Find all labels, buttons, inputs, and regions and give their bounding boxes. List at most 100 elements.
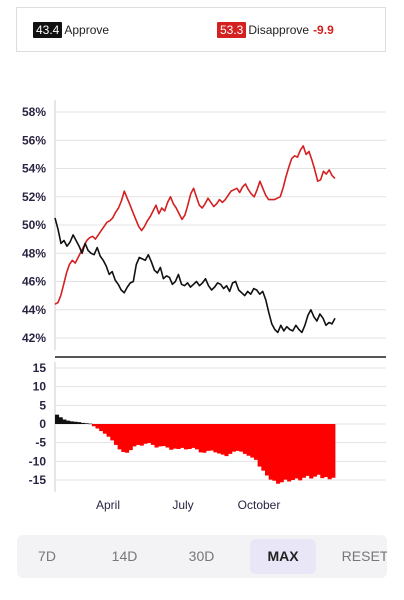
net-bar [276, 424, 281, 484]
net-bar [235, 424, 240, 451]
net-bar [206, 424, 211, 451]
series-line-disapprove [54, 145, 336, 305]
net-bar [195, 424, 200, 450]
y-tick-label: 54% [22, 162, 46, 176]
net-bar [136, 424, 141, 445]
net-bar [69, 421, 74, 424]
net-bar [312, 424, 317, 477]
net-bar [191, 424, 196, 448]
x-tick-label: October [238, 498, 281, 512]
net-bar [66, 420, 71, 424]
disapprove-label: Disapprove [248, 23, 310, 37]
net-bar [265, 424, 270, 476]
net-bar [99, 424, 104, 432]
y-tick-label-lower: -10 [29, 454, 47, 468]
net-bar [77, 422, 82, 424]
y-tick-label-lower: 5 [39, 398, 46, 412]
net-bar [113, 424, 119, 445]
net-bar [147, 424, 152, 444]
y-tick-label: 46% [22, 275, 46, 289]
y-tick-label-lower: 10 [33, 380, 47, 394]
net-bar [132, 424, 137, 447]
net-bar [239, 424, 244, 452]
series-line-approve [54, 217, 336, 334]
net-bar [187, 424, 192, 450]
net-bar [301, 424, 306, 478]
disapprove-value-badge: 53.3 [217, 22, 247, 38]
range-button-reset[interactable]: RESET [341, 548, 387, 564]
approve-label: Approve [64, 23, 110, 37]
net-bar [283, 424, 288, 480]
net-bar [217, 424, 222, 454]
net-bar [316, 424, 321, 475]
net-bar [198, 424, 203, 453]
net-bar [202, 424, 207, 453]
net-bar [139, 424, 144, 446]
net-bar [106, 424, 111, 437]
net-bar [242, 424, 247, 454]
y-tick-label: 58% [22, 105, 46, 119]
y-tick-label-lower: -15 [29, 473, 47, 487]
net-bar [88, 423, 93, 425]
y-tick-label: 42% [22, 331, 46, 345]
net-bar [309, 424, 314, 479]
net-bar [331, 424, 336, 478]
range-button-14d[interactable]: 14D [111, 548, 138, 564]
net-bar [128, 424, 133, 451]
net-bar [261, 424, 266, 471]
net-bar [158, 424, 163, 447]
y-tick-label: 56% [22, 133, 46, 147]
range-button-30d[interactable]: 30D [188, 548, 215, 564]
net-bar [272, 424, 277, 481]
net-bar [95, 424, 100, 429]
y-tick-label: 52% [22, 190, 46, 204]
x-tick-label: July [172, 498, 193, 512]
net-bar [165, 424, 170, 448]
net-bar [62, 419, 67, 424]
net-bar [323, 424, 329, 478]
net-bar [320, 424, 325, 479]
net-bar [220, 424, 225, 455]
net-bar [279, 424, 284, 483]
net-bar [327, 424, 332, 480]
net-bar [228, 424, 233, 454]
y-tick-label-lower: 0 [39, 417, 46, 431]
y-tick-label-lower: 15 [33, 361, 47, 375]
net-bar [253, 424, 259, 460]
net-bar [287, 424, 292, 482]
net-bar [298, 424, 303, 481]
y-tick-label: 48% [22, 246, 46, 260]
net-bar [169, 424, 174, 450]
net-approval-value: -9.9 [313, 23, 334, 37]
net-bar [294, 424, 299, 479]
net-bar [102, 424, 107, 434]
net-bar [84, 423, 89, 424]
approve-value-badge: 43.4 [33, 22, 63, 38]
net-bar [150, 424, 155, 445]
approval-chart[interactable]: 58% 56% 54% 52% 50% 48% 46% 44% 42% 15 10 5 0 -5 -10 -1… [0, 0, 404, 525]
net-bar [110, 424, 115, 441]
net-bar [183, 424, 189, 450]
net-bar [176, 424, 181, 450]
net-bar [80, 422, 85, 424]
net-bar [180, 424, 185, 448]
net-bar [125, 424, 130, 453]
y-tick-label: 44% [22, 303, 46, 317]
net-bar [224, 424, 229, 457]
net-bar [209, 424, 214, 451]
net-bar [172, 424, 177, 449]
net-bar [161, 424, 166, 447]
net-bar [73, 421, 78, 424]
net-bar [121, 424, 126, 452]
y-tick-label: 50% [22, 218, 46, 232]
legend-box: 43.4 Approve 53.3 Disapprove -9.9 [16, 7, 386, 52]
range-button-7d[interactable]: 7D [38, 548, 56, 564]
net-bar [231, 424, 236, 452]
y-tick-label-lower: -5 [35, 436, 46, 450]
range-button-max[interactable]: MAX [250, 539, 316, 574]
legend-approve: 43.4 Approve [33, 22, 109, 38]
net-bar [91, 424, 96, 427]
net-bar [257, 424, 262, 467]
x-tick-label: April [96, 498, 120, 512]
net-bar [246, 424, 251, 456]
